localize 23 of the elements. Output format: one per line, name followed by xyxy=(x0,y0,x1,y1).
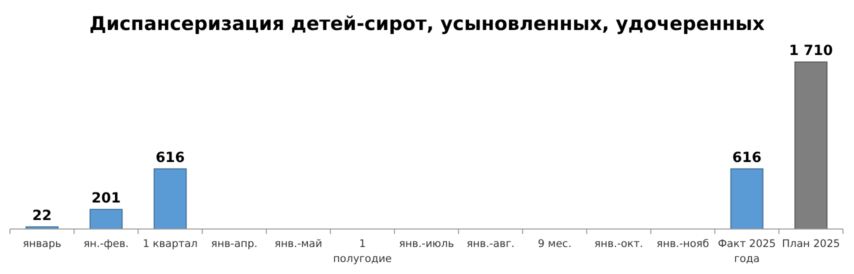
data-label: 616 xyxy=(156,150,185,166)
x-tick-label: Факт 2025 года xyxy=(718,238,776,265)
data-label: 616 xyxy=(732,150,762,166)
chart-title: Диспансеризация детей-сирот, усыновленных, удочеренных xyxy=(89,13,765,35)
x-tick-label: ян.-фев. xyxy=(83,238,129,250)
bar xyxy=(730,168,764,230)
data-label: 22 xyxy=(32,208,52,224)
x-tick-label: 1 квартал xyxy=(142,238,198,250)
x-tick-label: янв.-окт. xyxy=(594,238,644,250)
x-tick-label: янв.-авг. xyxy=(466,238,515,250)
x-tick-label: январь xyxy=(22,238,62,250)
x-tick-label: янв.-май xyxy=(274,238,322,250)
x-tick-label: 1 полугодие xyxy=(333,238,392,265)
x-tick-label: План 2025 xyxy=(782,238,840,250)
x-tick-label: янв-апр. xyxy=(211,238,258,250)
bar xyxy=(154,168,187,230)
x-tick-label: янв.-июль xyxy=(398,238,454,250)
data-label: 201 xyxy=(92,190,121,206)
bar xyxy=(794,62,828,230)
x-tick-label: 9 мес. xyxy=(538,238,572,250)
data-label: 1 710 xyxy=(789,43,834,59)
x-tick-label: янв.-нояб xyxy=(656,238,710,250)
bar xyxy=(90,208,123,230)
